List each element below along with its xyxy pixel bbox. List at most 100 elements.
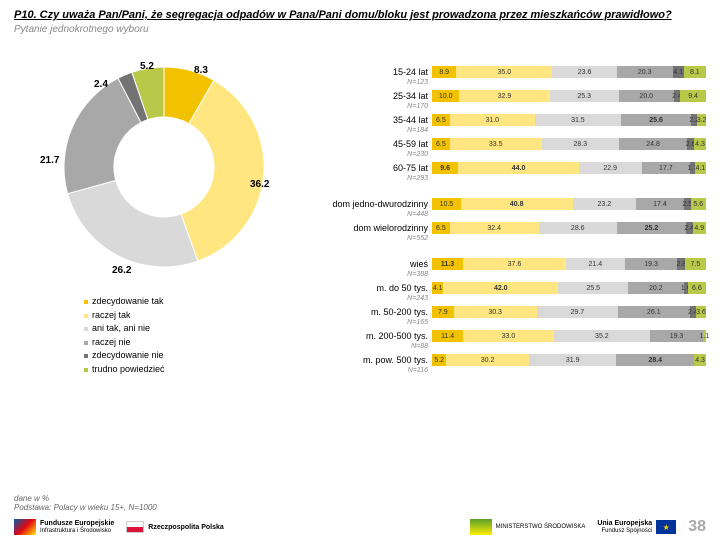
bar-segment: 4.3: [694, 138, 706, 150]
bar-label: 45-59 lat: [314, 139, 432, 149]
bar-segment: 6.5: [432, 114, 450, 126]
bar-segment: 33.0: [463, 330, 553, 342]
legend-label: raczej nie: [92, 336, 131, 350]
legend-label: raczej tak: [92, 309, 131, 323]
bar-row: m. pow. 500 tys.5.230.231.928.44.3: [314, 353, 706, 367]
bar-segment: 17.4: [636, 198, 684, 210]
legend-label: trudno powiedzieć: [92, 363, 165, 377]
bar-track: 6.532.428.625.22.44.9: [432, 222, 706, 234]
legend-swatch: [84, 327, 88, 331]
bar-segment: 28.4: [616, 354, 694, 366]
bar-label: 15-24 lat: [314, 67, 432, 77]
bar-n-label: N=184: [314, 127, 432, 135]
header: P10. Czy uważa Pan/Pani, że segregacja o…: [0, 0, 720, 37]
legend-item: raczej tak: [84, 309, 314, 323]
bar-row: 25-34 lat10.032.925.320.02.49.4: [314, 89, 706, 103]
bar-segment: 37.6: [463, 258, 566, 270]
bar-segment: 9.6: [432, 162, 458, 174]
bar-label: m. 50-200 tys.: [314, 307, 432, 317]
bar-segment: 35.2: [554, 330, 650, 342]
bar-segment: 23.6: [552, 66, 617, 78]
bar-segment: 4.1: [673, 66, 684, 78]
bar-segment: 2.8: [677, 258, 685, 270]
bar-segment: 19.3: [650, 330, 703, 342]
bar-track: 9.644.022.917.71.74.1: [432, 162, 706, 174]
bar-segment: 1.1: [703, 330, 706, 342]
bar-label: m. do 50 tys.: [314, 283, 432, 293]
bar-segment: 10.0: [432, 90, 459, 102]
bar-segment: 23.2: [573, 198, 637, 210]
bar-track: 7.930.329.726.12.43.6: [432, 306, 706, 318]
bar-segment: 6.6: [688, 282, 706, 294]
bar-segment: 31.0: [450, 114, 535, 126]
bar-segment: 35.0: [456, 66, 552, 78]
legend-swatch: [84, 300, 88, 304]
legend-swatch: [84, 341, 88, 345]
bar-segment: 42.0: [443, 282, 558, 294]
logo-ue: Unia EuropejskaFundusz Spójności ★: [597, 520, 676, 534]
bar-label: 60-75 lat: [314, 163, 432, 173]
bar-label: wieś: [314, 259, 432, 269]
legend-swatch: [84, 354, 88, 358]
donut-segment-label: 36.2: [250, 179, 269, 190]
bar-n-label: N=552: [314, 235, 432, 243]
bar-n-label: N=243: [314, 295, 432, 303]
bar-track: 6.531.031.525.62.23.2: [432, 114, 706, 126]
bar-n-label: N=230: [314, 151, 432, 159]
legend-label: zdecydowanie nie: [92, 349, 164, 363]
bar-track: 11.433.035.219.31.1: [432, 330, 706, 342]
legend-swatch: [84, 368, 88, 372]
bar-segment: 33.5: [450, 138, 542, 150]
page-number: 38: [688, 518, 706, 536]
bar-segment: 4.1: [432, 282, 443, 294]
bar-row: 15-24 lat8.935.023.620.34.18.1: [314, 65, 706, 79]
bar-segment: 9.4: [680, 90, 706, 102]
bar-segment: 29.7: [537, 306, 618, 318]
logo-fe: Fundusze EuropejskieInfrastruktura i Śro…: [14, 519, 114, 535]
bar-group: wieś11.337.621.419.32.87.5N=388m. do 50 …: [314, 257, 706, 375]
bar-segment: 30.2: [446, 354, 529, 366]
bar-segment: 6.5: [432, 222, 450, 234]
bar-label: m. pow. 500 tys.: [314, 355, 432, 365]
bar-label: m. 200-500 tys.: [314, 331, 432, 341]
footnote: dane w % Podstawa: Polacy w wieku 15+, N…: [14, 494, 706, 512]
bar-segment: 19.3: [625, 258, 678, 270]
bar-segment: 44.0: [458, 162, 579, 174]
left-panel: 8.336.226.221.72.45.2 zdecydowanie takra…: [14, 47, 314, 389]
bar-segment: 32.4: [450, 222, 539, 234]
donut-segment-label: 2.4: [94, 79, 108, 90]
bar-segment: 7.5: [685, 258, 706, 270]
bar-segment: 3.2: [697, 114, 706, 126]
legend-swatch: [84, 314, 88, 318]
bar-segment: 2.6: [687, 138, 694, 150]
legend-label: zdecydowanie tak: [92, 295, 164, 309]
bar-row: 60-75 lat9.644.022.917.71.74.1: [314, 161, 706, 175]
content: 8.336.226.221.72.45.2 zdecydowanie takra…: [0, 37, 720, 389]
bar-segment: 24.8: [619, 138, 687, 150]
bar-row: m. 200-500 tys.11.433.035.219.31.1: [314, 329, 706, 343]
donut-segment-label: 26.2: [112, 265, 131, 276]
bar-label: dom jedno-dwurodzinny: [314, 199, 432, 209]
bar-row: dom wielorodzinny6.532.428.625.22.44.9: [314, 221, 706, 235]
bar-segment: 2.5: [684, 198, 691, 210]
legend-item: raczej nie: [84, 336, 314, 350]
bar-segment: 25.3: [550, 90, 619, 102]
bar-n-label: N=123: [314, 79, 432, 87]
bar-segment: 26.1: [618, 306, 690, 318]
bar-segment: 7.9: [432, 306, 454, 318]
donut-segment-label: 8.3: [194, 65, 208, 76]
bar-track: 5.230.231.928.44.3: [432, 354, 706, 366]
logo-ms: MINISTERSTWO ŚRODOWISKA: [470, 519, 586, 535]
bar-row: dom jedno-dwurodzinny10.540.823.217.42.5…: [314, 197, 706, 211]
bar-segment: 4.1: [695, 162, 706, 174]
bar-n-label: N=116: [314, 367, 432, 375]
bar-n-label: N=170: [314, 103, 432, 111]
bar-row: 35-44 lat6.531.031.525.62.23.2: [314, 113, 706, 127]
bar-segment: 11.4: [432, 330, 463, 342]
bar-row: 45-59 lat6.533.528.324.82.64.3: [314, 137, 706, 151]
legend-item: zdecydowanie nie: [84, 349, 314, 363]
bar-group: dom jedno-dwurodzinny10.540.823.217.42.5…: [314, 197, 706, 243]
bar-group: 15-24 lat8.935.023.620.34.18.1N=123 25-34…: [314, 65, 706, 183]
bar-n-label: N=388: [314, 271, 432, 279]
bar-label: 25-34 lat: [314, 91, 432, 101]
